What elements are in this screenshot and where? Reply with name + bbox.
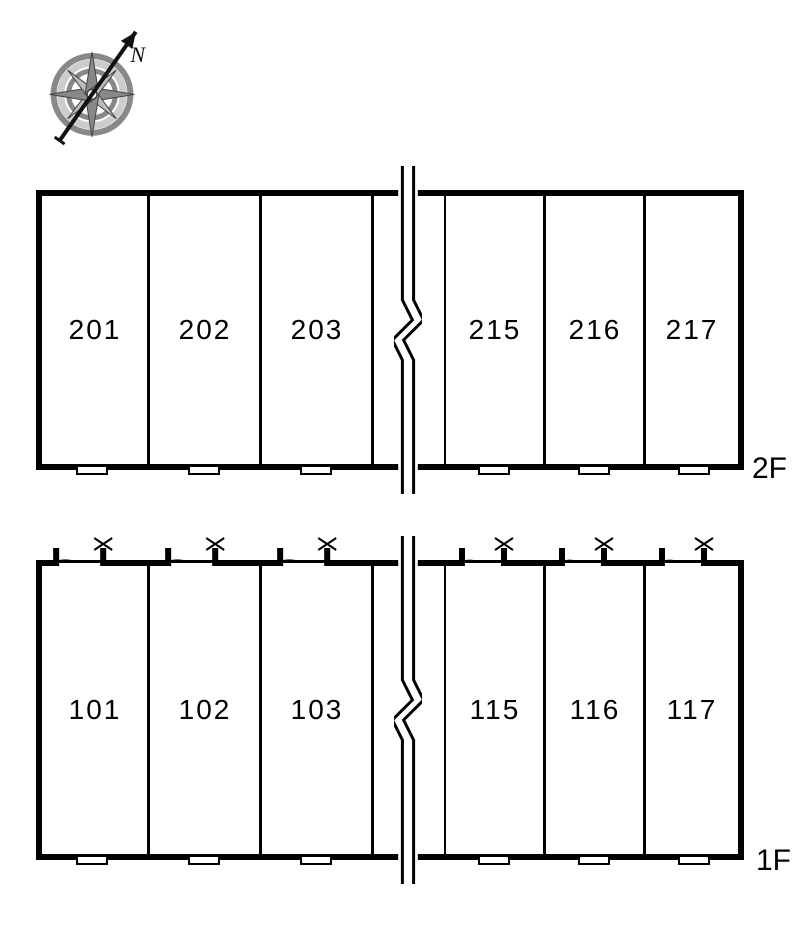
door-assembly [260,530,372,566]
unit-215: 215 [444,190,544,470]
window-sill [578,855,610,865]
window-sill [300,465,332,475]
unit-label: 115 [470,694,521,726]
compass: N [44,20,164,140]
wall-divider [643,566,646,854]
window-sill [678,855,710,865]
unit-label: 101 [69,694,122,726]
window-sill [478,855,510,865]
floor-plan-canvas: N2012022032152162172F1011021031151161171… [0,0,800,940]
wall-divider [543,566,546,854]
unit-102: 102 [148,560,260,860]
door-assembly [444,530,544,566]
unit-101: 101 [36,560,148,860]
unit-217: 217 [644,190,744,470]
wall-divider [371,196,374,464]
unit-label: 217 [666,314,719,346]
floor-f1: 101 102 103 115 116 117 [36,560,744,860]
wall-divider [259,566,262,854]
door-icon [644,530,744,572]
door-assembly [36,530,148,566]
unit-label: 216 [569,314,622,346]
wall-divider [543,196,546,464]
window-sill [678,465,710,475]
window-sill [76,855,108,865]
unit-label: 202 [179,314,232,346]
window-sill [300,855,332,865]
unit-116: 116 [544,560,644,860]
unit-label: 103 [291,694,344,726]
compass-north-label: N [129,42,146,67]
window-sill [578,465,610,475]
unit-115: 115 [444,560,544,860]
unit-201: 201 [36,190,148,470]
break-mark [394,166,422,494]
unit-202: 202 [148,190,260,470]
door-assembly [644,530,744,566]
floor-label-f1: 1F [756,844,791,878]
door-icon [260,530,372,572]
door-icon [36,530,148,572]
window-sill [76,465,108,475]
window-sill [188,855,220,865]
break-mark [394,536,422,884]
door-assembly [544,530,644,566]
wall-divider [371,566,374,854]
window-sill [188,465,220,475]
break-icon [394,166,422,494]
door-icon [444,530,544,572]
compass-icon: N [44,20,164,140]
unit-label: 201 [69,314,122,346]
door-icon [544,530,644,572]
unit-label: 203 [291,314,344,346]
unit-label: 215 [469,314,522,346]
wall-divider [643,196,646,464]
unit-203: 203 [260,190,372,470]
wall-divider [147,196,150,464]
door-icon [148,530,260,572]
unit-label: 117 [667,694,718,726]
unit-216: 216 [544,190,644,470]
unit-117: 117 [644,560,744,860]
floor-label-f2: 2F [752,452,787,486]
window-sill [478,465,510,475]
unit-label: 102 [179,694,232,726]
door-assembly [148,530,260,566]
unit-label: 116 [570,694,621,726]
break-icon [394,536,422,884]
floor-f2: 201 202 203 215 216 217 [36,190,744,470]
wall-divider [259,196,262,464]
wall-divider [147,566,150,854]
unit-103: 103 [260,560,372,860]
